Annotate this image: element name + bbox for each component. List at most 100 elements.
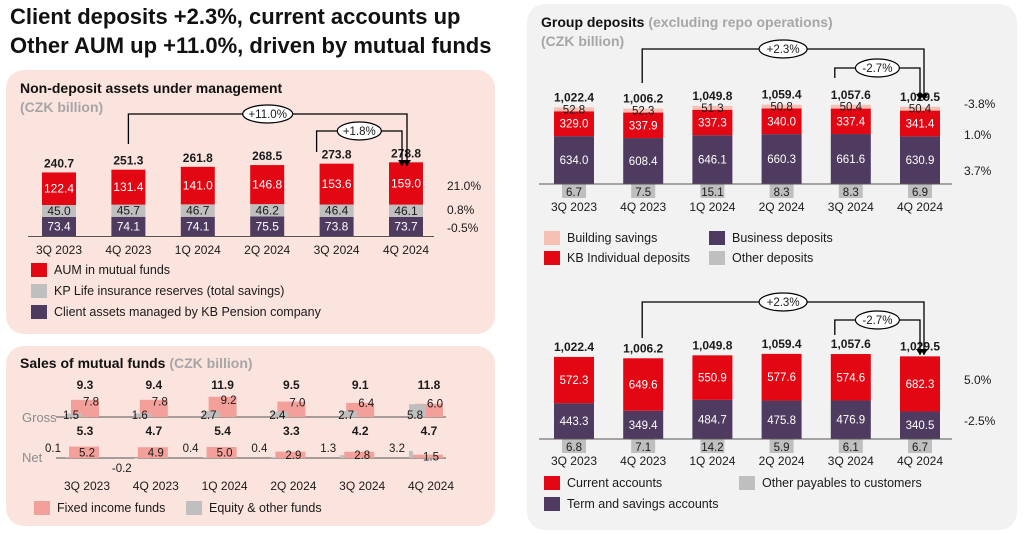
dp-bar-label-2-2: 550.9 — [698, 373, 727, 385]
gd-bar-label-0-3: 8.3 — [774, 187, 790, 199]
gd-bar-3-1 — [623, 108, 664, 113]
gd-x-label-4: 3Q 2024 — [828, 200, 874, 214]
gd-x-label-2: 1Q 2024 — [689, 200, 735, 214]
gd-legend-swatch-3 — [709, 251, 725, 265]
dp-x-label-1: 4Q 2023 — [620, 454, 666, 468]
dp-bar-2-4 — [830, 354, 871, 401]
dp-bar-label-2-4: 574.6 — [836, 372, 865, 384]
dp-legend-label-1: Other payables to customers — [762, 476, 922, 490]
gd-growth-1: 1.0% — [964, 128, 992, 142]
dp-bar-label-2-3: 577.6 — [767, 372, 796, 384]
gd-bar-label-1-0: 634.0 — [560, 155, 589, 167]
gd-bar-label-2-2: 337.3 — [698, 117, 727, 129]
aum-bar-1-0 — [42, 205, 76, 217]
mf-gross-total-1: 9.4 — [145, 378, 162, 392]
dp-bar-2-5 — [900, 356, 940, 412]
mf-net-equity-label-3: 0.4 — [251, 443, 268, 455]
dp-bar-0-0 — [562, 439, 586, 453]
mf-net-total-4: 4.2 — [352, 424, 369, 438]
dp-x-label-3: 2Q 2024 — [759, 454, 805, 468]
mf-net-equity-2 — [202, 457, 207, 458]
dp-bar-0-5 — [908, 439, 932, 453]
gd-bar-label-2-4: 337.4 — [836, 116, 865, 128]
dp-x-label-4: 3Q 2024 — [828, 454, 874, 468]
group-panel: Group deposits (excluding repo operation… — [527, 4, 1017, 530]
dp-bar-label-1-0: 443.3 — [560, 416, 589, 428]
mf-legend-label-1: Equity & other funds — [209, 501, 322, 515]
mf-net-fixed-label-3: 2.9 — [285, 450, 301, 462]
mutual-title-text: Sales of mutual funds — [20, 355, 166, 371]
gd-bar-0-1 — [631, 184, 656, 198]
gd-bar-label-3-3: 50.8 — [770, 102, 792, 114]
aum-bar-1-3 — [250, 204, 285, 217]
mf-net-equity-label-2: 0.4 — [183, 443, 200, 455]
mf-net-equity-label-5: 3.2 — [389, 443, 405, 455]
gd-x-label-5: 4Q 2024 — [897, 200, 943, 214]
gd-bar-1-0 — [554, 136, 594, 184]
group-title-text: Group deposits — [541, 14, 645, 30]
mf-gross-equity-3 — [271, 411, 289, 417]
mf-gross-equity-4 — [340, 411, 358, 417]
gd-bar-label-2-5: 341.4 — [906, 118, 935, 130]
mf-gross-equity-label-4: 2.7 — [338, 410, 354, 422]
mf-gross-equity-2 — [202, 411, 220, 417]
gd-bar-3-3 — [761, 104, 802, 109]
gd-total-2: 1,049.8 — [692, 89, 732, 103]
gd-bar-label-0-5: 6.9 — [912, 187, 928, 199]
aum-x-label-3: 2Q 2024 — [244, 243, 290, 257]
aum-growth-0: 21.0% — [447, 179, 481, 193]
aum-annot-0-label: +11.0% — [248, 109, 286, 121]
mf-gross-fixed-label-4: 6.4 — [358, 398, 375, 410]
mf-legend-swatch-0 — [34, 501, 50, 515]
aum-bar-1-4 — [319, 204, 354, 217]
dp-x-label-2: 1Q 2024 — [689, 454, 735, 468]
dp-total-4: 1,057.6 — [831, 337, 871, 351]
aum-annot-1-arrowhead — [398, 160, 406, 166]
mf-gross-equity-0 — [65, 413, 82, 417]
headline: Client deposits +2.3%, current accounts … — [10, 2, 491, 60]
mf-x-label-0: 3Q 2023 — [64, 479, 110, 493]
gd-bar-2-5 — [900, 110, 940, 137]
mf-net-fixed-1 — [137, 447, 168, 458]
dp-bar-1-0 — [554, 403, 594, 439]
dp-legend-swatch-2 — [544, 497, 560, 511]
dp-annot-1-label: -2.7% — [862, 315, 892, 327]
gd-bar-0-5 — [908, 184, 932, 198]
mf-x-label-5: 4Q 2024 — [408, 479, 454, 493]
aum-bar-label-0-1: 74.1 — [117, 220, 141, 234]
gd-bar-1-3 — [761, 134, 802, 184]
mf-net-equity-label-4: 1.3 — [320, 443, 336, 455]
mf-net-fixed-2 — [206, 447, 237, 458]
gd-bar-label-3-2: 51.3 — [701, 103, 723, 115]
mf-gross-fixed-label-3: 7.0 — [289, 397, 305, 409]
aum-legend-swatch-1 — [31, 284, 47, 298]
gd-annot-0-oval — [758, 39, 808, 59]
mf-net-fixed-4 — [344, 451, 375, 458]
aum-bar-label-2-5: 159.0 — [391, 176, 421, 190]
dp-bar-0-3 — [769, 439, 794, 453]
aum-bar-label-0-2: 74.1 — [186, 220, 210, 234]
dp-total-2: 1,049.8 — [692, 338, 732, 352]
aum-growth-1: 0.8% — [447, 203, 475, 217]
aum-bar-label-2-1: 131.4 — [113, 180, 143, 194]
aum-x-label-1: 4Q 2023 — [105, 243, 151, 257]
dp-total-3: 1,059.4 — [762, 337, 802, 351]
dp-bar-1-3 — [761, 400, 802, 439]
gd-bar-label-2-1: 337.9 — [629, 120, 658, 132]
dp-legend-item-0: Current accounts — [544, 476, 662, 490]
gd-annot-1-oval — [854, 58, 900, 78]
aum-bar-label-2-4: 153.6 — [322, 177, 352, 191]
mf-net-total-3: 3.3 — [283, 424, 300, 438]
aum-bar-0-5 — [389, 216, 423, 237]
aum-x-label-2: 1Q 2024 — [175, 243, 221, 257]
aum-title: Non-deposit assets under management — [20, 80, 283, 96]
dp-bar-1-5 — [900, 411, 940, 439]
gd-bar-label-3-5: 50.4 — [909, 104, 932, 116]
gd-bar-3-5 — [900, 106, 940, 111]
mf-net-fixed-3 — [275, 451, 306, 458]
mf-legend-item-0: Fixed income funds — [34, 501, 165, 515]
mf-net-fixed-label-1: 4.9 — [148, 448, 164, 460]
aum-bar-label-2-3: 146.8 — [252, 178, 282, 192]
dp-bar-0-2 — [700, 439, 725, 453]
